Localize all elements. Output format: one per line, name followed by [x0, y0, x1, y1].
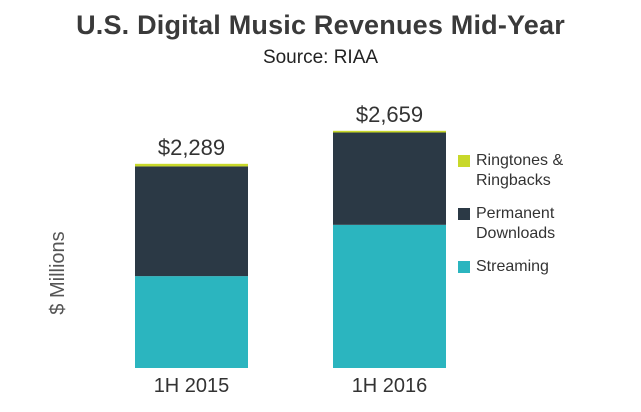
legend-swatch — [458, 208, 470, 220]
legend-label: Ringtones & — [476, 152, 564, 169]
bar-segment-permanent-downloads-1 — [135, 166, 248, 277]
bar-total-label: $2,659 — [356, 102, 423, 127]
legend-item: Streaming — [458, 257, 628, 277]
legend-swatch — [458, 155, 470, 167]
legend-label: Permanent — [476, 205, 555, 222]
bar-segment-ringtones-ringbacks-2 — [333, 130, 446, 133]
chart-title: U.S. Digital Music Revenues Mid-Year — [76, 10, 565, 40]
x-tick-label: 1H 2015 — [154, 375, 230, 397]
chart-legend: Ringtones & Ringbacks Permanent Downloads St… — [458, 151, 628, 290]
legend-label: Streaming — [476, 258, 549, 275]
bar-segment-streaming-2 — [333, 224, 446, 368]
bar-segment-ringtones-ringbacks-1 — [135, 163, 248, 167]
chart-subtitle: Source: RIAA — [262, 47, 379, 68]
bar-segment-permanent-downloads-2 — [333, 132, 446, 225]
legend-swatch — [458, 261, 470, 273]
bar-segment-streaming-1 — [135, 276, 248, 368]
bar-total-label: $2,289 — [158, 135, 225, 160]
legend-label: Downloads — [476, 225, 556, 242]
x-tick-label: 1H 2016 — [352, 375, 428, 397]
legend-item: Permanent Downloads — [458, 204, 628, 244]
legend-item: Ringtones & Ringbacks — [458, 151, 628, 191]
legend-label: Ringbacks — [476, 172, 551, 189]
